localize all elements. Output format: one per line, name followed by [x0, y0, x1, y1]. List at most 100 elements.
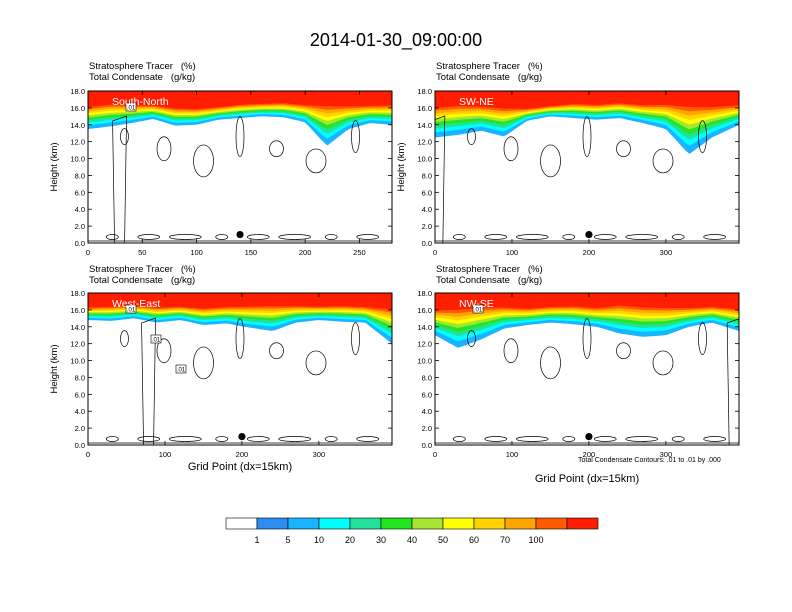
colorbar-tick-label: 50 — [438, 535, 448, 545]
colorbar-swatch — [566, 517, 599, 530]
panel2-tracer-label: Stratosphere Tracer (%) — [436, 61, 543, 72]
tracer-peak — [571, 91, 574, 102]
colorbar-tick-label: 100 — [528, 535, 543, 545]
tracer-peak — [260, 91, 263, 101]
tracer-peak — [465, 293, 468, 304]
tracer-peak — [505, 293, 508, 304]
tracer-peak — [326, 91, 329, 101]
tracer-peak — [305, 293, 308, 304]
tracer-peak — [386, 293, 389, 305]
tracer-peak — [316, 293, 318, 304]
contour-ground — [137, 234, 161, 240]
condensate-contours — [452, 318, 739, 445]
colorbar-swatch — [380, 517, 413, 530]
tracer-peak — [361, 91, 364, 103]
tracer-peak — [275, 91, 278, 101]
tracer-peak — [673, 91, 676, 101]
panel1-tracer-label: Stratosphere Tracer (%) — [89, 61, 196, 72]
tracer-peak — [566, 91, 569, 102]
y-tick-label: 4.0 — [422, 205, 432, 214]
tracer-peak — [138, 293, 141, 304]
y-tick-label: 2.0 — [75, 222, 85, 231]
panel4-field-labels: Stratosphere Tracer (%) Total Condensate… — [436, 264, 543, 286]
tracer-peak — [440, 293, 443, 306]
tracer-peak — [597, 91, 600, 102]
tracer-peak — [627, 293, 630, 302]
tracer-peak — [622, 91, 625, 101]
contour-ground — [484, 436, 508, 442]
x-tick-label: 200 — [583, 248, 596, 257]
tracer-peak — [688, 293, 691, 305]
colorbar-swatch — [225, 517, 258, 530]
contour-ground — [246, 234, 270, 240]
tracer-peak — [128, 293, 131, 304]
tracer-peak — [500, 293, 503, 304]
tracer-peak — [571, 293, 574, 303]
tracer-peak — [505, 91, 508, 105]
tracer-peak — [652, 293, 655, 304]
tracer-peak — [88, 91, 90, 104]
tracer-peak — [647, 293, 650, 304]
contour-loop — [305, 148, 327, 174]
x-tick-label: 300 — [313, 450, 326, 459]
tracer-peak — [551, 91, 554, 104]
tracer-peak — [265, 293, 268, 303]
contour-ground — [137, 436, 161, 442]
tracer-peak — [250, 91, 253, 102]
tracer-peak — [336, 91, 339, 102]
tracer-peak — [341, 91, 344, 102]
colorbar-swatch — [473, 517, 506, 530]
contour-ground — [105, 436, 119, 442]
tracer-peak — [556, 91, 559, 103]
location-marker — [585, 432, 593, 441]
tracer-peak — [174, 91, 177, 105]
tracer-peak — [698, 91, 701, 102]
contour-loop — [156, 136, 172, 162]
contour-label-box — [472, 304, 484, 314]
tracer-peak — [245, 91, 248, 102]
colorbar-swatch — [504, 517, 537, 530]
tracer-peak — [435, 293, 437, 307]
tracer-field — [88, 293, 392, 344]
tracer-peak — [285, 91, 288, 101]
tracer-peak — [445, 91, 448, 103]
tracer-peak — [668, 91, 671, 101]
contour-loop — [698, 120, 707, 153]
y-tick-label: 16.0 — [417, 104, 432, 113]
tracer-peak — [336, 293, 339, 304]
panel-title: SW-NE — [459, 96, 494, 108]
tracer-peak — [381, 293, 384, 305]
panel4-tracer-label: Stratosphere Tracer (%) — [436, 264, 543, 275]
y-tick-label: 10.0 — [70, 155, 85, 164]
colorbar: 1 5 10 20 30 40 50 60 70 100 — [225, 517, 599, 545]
tracer-peak — [607, 91, 610, 101]
tracer-peak — [551, 293, 554, 304]
tracer-peak — [290, 293, 293, 303]
contour-loop — [652, 350, 674, 376]
tracer-peak — [581, 293, 584, 304]
tracer-peak — [465, 91, 468, 102]
tracer-peak — [531, 293, 534, 306]
contour-ground — [168, 234, 202, 240]
x-tick-label: 0 — [433, 450, 437, 459]
tracer-peak — [663, 293, 665, 304]
contour-loop — [193, 346, 214, 380]
contour-label: .01 — [152, 338, 161, 344]
tracer-peak — [718, 91, 721, 103]
tracer-peak — [361, 293, 364, 304]
tracer-peak — [240, 91, 242, 102]
tracer-peak — [234, 293, 237, 304]
y-tick-label: 4.0 — [422, 407, 432, 416]
contour-loop — [582, 116, 592, 157]
y-tick-label: 16.0 — [417, 306, 432, 315]
tracer-peak — [280, 91, 283, 101]
tracer-peak — [255, 293, 258, 303]
y-tick-label: 6.0 — [422, 188, 432, 197]
contour-loop — [582, 318, 592, 359]
contour-loop — [698, 322, 707, 355]
contour-ground — [215, 436, 229, 442]
contour-ground — [703, 436, 727, 442]
